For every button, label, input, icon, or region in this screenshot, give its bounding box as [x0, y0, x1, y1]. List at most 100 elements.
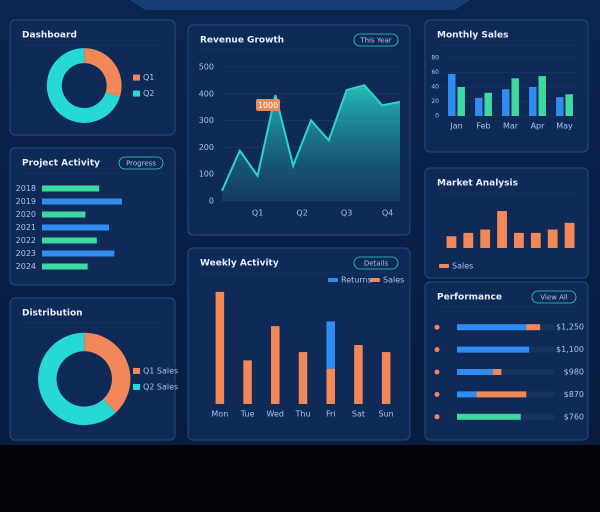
annotation-box	[256, 99, 280, 111]
x-tick-label: Apr	[531, 122, 546, 131]
panel	[424, 19, 589, 153]
panel-title: Revenue Growth	[200, 36, 284, 46]
category-label: 2023	[16, 249, 36, 258]
bar	[446, 236, 457, 248]
y-tick-label: 40	[431, 84, 439, 91]
bar	[215, 291, 225, 404]
bar	[463, 232, 474, 248]
x-tick-label: Jan	[449, 122, 462, 131]
legend-swatch	[370, 278, 380, 282]
bar	[42, 211, 86, 218]
panel-title: Performance	[437, 293, 502, 303]
bar	[457, 391, 477, 398]
category-label: 2019	[16, 197, 36, 206]
bar	[326, 321, 335, 369]
bar	[271, 326, 280, 404]
x-tick-label: Fri	[326, 410, 336, 419]
y-tick-label: 100	[199, 170, 214, 179]
top-header-tab	[130, 0, 470, 10]
x-tick-label: Q4	[382, 209, 393, 218]
panel	[424, 281, 589, 441]
x-tick-label: Thu	[294, 410, 310, 419]
bar	[298, 352, 308, 404]
panel-button[interactable]	[118, 156, 164, 170]
bar	[538, 76, 546, 116]
donut-segment	[38, 332, 116, 426]
area-fill	[222, 85, 400, 201]
bar	[493, 369, 502, 375]
panel-title: Distribution	[22, 309, 83, 319]
line	[221, 84, 401, 192]
y-tick-label: 0	[209, 197, 214, 206]
y-tick-label: 80	[431, 55, 439, 62]
panel-title: Dashboard	[22, 31, 77, 41]
legend-swatch	[133, 383, 140, 390]
x-tick-label: Q3	[341, 209, 352, 218]
panel-button-label: This Year	[359, 37, 391, 45]
legend-swatch	[439, 264, 449, 268]
bar	[354, 345, 363, 404]
legend-swatch	[133, 74, 140, 81]
bar	[556, 97, 564, 116]
panel-title: Weekly Activity	[200, 259, 279, 269]
legend-swatch	[133, 367, 140, 374]
donut-segment	[83, 48, 122, 98]
bar	[243, 360, 252, 404]
legend-label: Sales	[452, 262, 473, 271]
bar	[547, 229, 558, 248]
y-tick-label: 0	[435, 113, 439, 120]
y-tick-label: 400	[199, 89, 214, 98]
bar	[476, 391, 527, 398]
category-label: $1,250	[556, 323, 584, 332]
category-label: 2024	[16, 262, 36, 271]
row-dot	[434, 369, 440, 375]
panel-button-label: Progress	[126, 160, 156, 168]
bar	[42, 185, 100, 192]
bar	[42, 198, 122, 205]
bar	[457, 369, 494, 375]
bar	[448, 73, 456, 116]
bar	[42, 263, 88, 270]
category-label: 2022	[16, 236, 36, 245]
legend-label: Sales	[383, 276, 404, 285]
row-dot	[434, 347, 440, 353]
x-tick-label: Sat	[352, 410, 365, 419]
legend-label: Q1 Sales	[143, 366, 178, 375]
bar	[529, 87, 537, 116]
bar	[484, 92, 492, 116]
panel-button[interactable]	[353, 33, 399, 47]
category-label: $980	[564, 368, 584, 377]
panel-button[interactable]	[353, 256, 399, 270]
bar	[457, 346, 530, 353]
y-tick-label: 200	[199, 143, 214, 152]
bar	[42, 250, 115, 257]
x-tick-label: Wed	[267, 410, 284, 419]
bar	[502, 89, 510, 116]
donut-segment	[46, 48, 120, 123]
bar	[326, 368, 335, 404]
legend-label: Returns	[341, 276, 372, 285]
panel-title: Monthly Sales	[437, 31, 508, 41]
bar	[511, 78, 519, 116]
x-tick-label: Feb	[476, 122, 490, 131]
donut-segment	[83, 332, 131, 413]
row-dot	[434, 324, 440, 330]
legend-swatch	[328, 278, 338, 282]
legend-label: Q1	[143, 73, 154, 82]
y-tick-label: 60	[431, 69, 439, 76]
x-tick-label: Mar	[503, 122, 519, 131]
bar	[457, 413, 521, 420]
bar	[42, 237, 97, 244]
bar	[514, 232, 524, 248]
bar	[457, 324, 527, 331]
bar	[564, 222, 575, 248]
row-dot	[434, 414, 440, 420]
x-tick-label: Tue	[240, 410, 255, 419]
panel-button[interactable]	[531, 290, 577, 304]
category-label: 2018	[16, 184, 36, 193]
bar	[526, 324, 541, 331]
panel-title: Project Activity	[22, 159, 100, 169]
panel-button-label: Details	[364, 260, 389, 268]
x-tick-label: May	[556, 122, 573, 131]
x-tick-label: Q2	[296, 209, 307, 218]
